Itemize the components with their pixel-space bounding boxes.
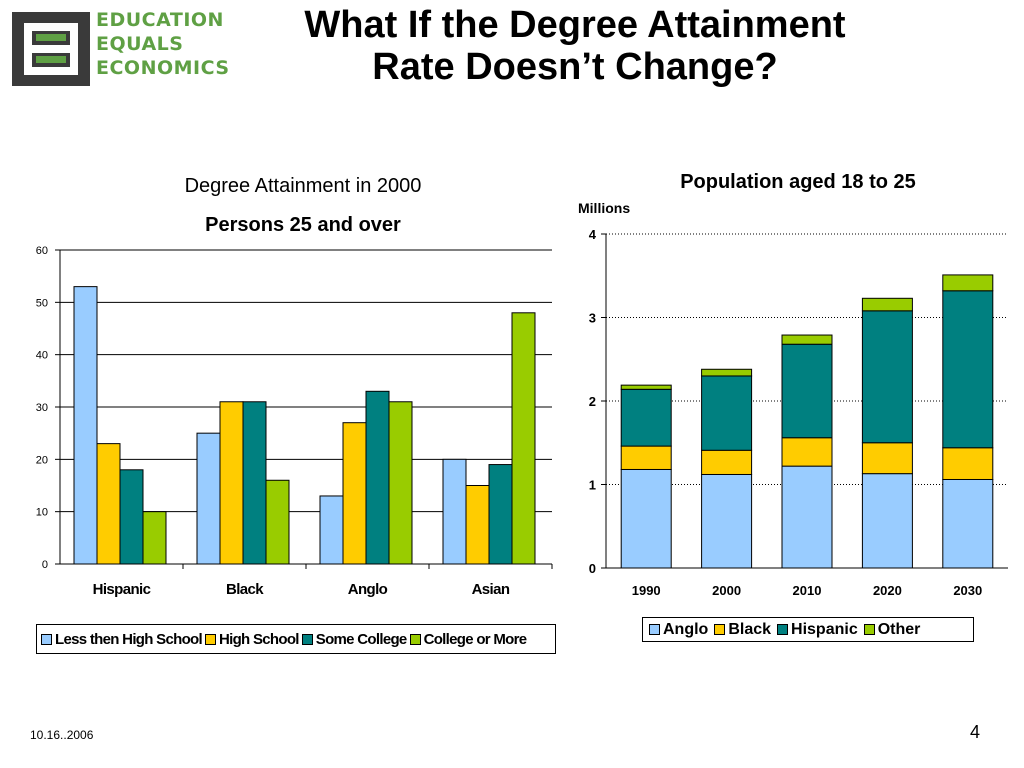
right-chart-title: Population aged 18 to 25 <box>680 171 916 193</box>
left-y-tick-label: 0 <box>42 559 48 571</box>
stack-2010-other <box>781 334 833 345</box>
bar-black-less-then-high-school <box>196 432 221 565</box>
stack-2000-black <box>701 449 753 475</box>
bar-hispanic-college-or-more <box>142 511 167 565</box>
legend-label: College or More <box>423 630 528 648</box>
bar-hispanic-less-then-high-school <box>73 286 98 565</box>
left-y-tick-label: 20 <box>36 454 48 466</box>
stack-2030-anglo <box>942 478 994 569</box>
right-x-tick-label-2000: 2000 <box>712 583 741 598</box>
legend-label: Less then High School <box>55 630 203 648</box>
right-y-tick-label: 4 <box>589 227 597 242</box>
stack-2010-hispanic <box>781 343 833 439</box>
legend-swatch <box>301 633 313 645</box>
logo-wordmark: EDUCATION EQUALS ECONOMICS <box>96 8 230 80</box>
stack-2020-other <box>861 297 913 312</box>
bar-asian-some-college <box>488 464 513 565</box>
legend-item-high-school: High School <box>204 630 299 648</box>
right-x-tick-label-2030: 2030 <box>953 583 982 598</box>
legend-swatch <box>409 633 421 645</box>
logo-line-economics: ECONOMICS <box>96 57 230 79</box>
right-x-tick-label-1990: 1990 <box>632 583 661 598</box>
stack-2020-hispanic <box>861 310 913 444</box>
legend-item-black: Black <box>714 621 771 639</box>
left-y-tick-label: 30 <box>36 402 48 414</box>
stack-2000-other <box>701 368 753 377</box>
legend-item-hispanic: Hispanic <box>777 621 858 639</box>
education-equals-economics-logo <box>12 12 90 86</box>
bar-anglo-some-college <box>365 390 390 565</box>
logo-line-equals: EQUALS <box>96 33 184 55</box>
legend-swatch <box>777 624 789 635</box>
legend-item-some-college: Some College <box>301 630 407 648</box>
legend-item-college-or-more: College or More <box>409 630 528 648</box>
bar-asian-high-school <box>465 485 490 565</box>
left-y-tick-label: 40 <box>36 350 48 362</box>
page-number: 4 <box>970 722 981 742</box>
legend-item-less-then-high-school: Less then High School <box>41 630 203 648</box>
bar-asian-college-or-more <box>511 312 536 565</box>
footer-date: 10.16..2006 <box>30 728 94 742</box>
right-y-tick-label: 3 <box>589 311 596 326</box>
stack-2020-anglo <box>861 473 913 569</box>
stack-1990-other <box>620 384 672 390</box>
legend-label: Anglo <box>663 620 709 638</box>
stack-1990-hispanic <box>620 388 672 447</box>
bar-black-some-college <box>242 401 267 565</box>
bar-anglo-less-then-high-school <box>319 495 344 565</box>
slide-title: What If the Degree Attainment Rate Doesn… <box>240 4 910 88</box>
legend-swatch <box>204 633 216 645</box>
legend-swatch <box>714 624 726 635</box>
bar-black-college-or-more <box>265 479 290 565</box>
left-chart-subtitle: Persons 25 and over <box>205 214 401 236</box>
bar-anglo-college-or-more <box>388 401 413 565</box>
left-x-tick-label-hispanic: Hispanic <box>93 581 151 598</box>
stack-2020-black <box>861 442 913 475</box>
legend-label: Some College <box>315 630 407 648</box>
logo-line-education: EDUCATION <box>96 9 224 31</box>
right-y-axis-label: Millions <box>578 200 630 216</box>
legend-label: High School <box>218 630 299 648</box>
stack-2000-hispanic <box>701 375 753 451</box>
right-y-tick-label: 2 <box>589 394 596 409</box>
left-y-tick-label: 10 <box>36 507 48 519</box>
stack-2030-black <box>942 447 994 480</box>
legend-label: Hispanic <box>791 620 858 638</box>
right-y-tick-label: 0 <box>589 561 596 576</box>
bar-hispanic-some-college <box>119 469 144 565</box>
legend-item-other: Other <box>863 620 921 639</box>
right-x-tick-label-2020: 2020 <box>873 583 902 598</box>
degree-attainment-legend: Less then High School High School Some Col… <box>36 624 556 654</box>
legend-label: Black <box>728 620 772 638</box>
stack-1990-black <box>620 445 672 470</box>
left-y-tick-label: 50 <box>36 297 48 309</box>
stack-1990-anglo <box>620 468 672 569</box>
right-y-tick-label: 1 <box>589 478 596 493</box>
legend-swatch <box>863 624 875 635</box>
right-x-tick-label-2010: 2010 <box>793 583 822 598</box>
population-chart: Population aged 18 to 25 Millions 0 1 2 3 4 199… <box>578 171 1008 598</box>
degree-attainment-chart: Degree Attainment in 2000 Persons 25 and … <box>36 175 553 598</box>
stack-2030-other <box>942 274 994 292</box>
bar-anglo-high-school <box>342 422 367 565</box>
legend-item-anglo: Anglo <box>649 621 708 639</box>
bar-hispanic-high-school <box>96 443 121 565</box>
bar-black-high-school <box>219 401 244 565</box>
stack-2010-black <box>781 437 833 467</box>
left-y-tick-label: 60 <box>36 245 48 257</box>
legend-swatch <box>649 624 660 635</box>
slide-title-line-1: What If the Degree Attainment <box>304 4 846 46</box>
bar-asian-less-then-high-school <box>442 458 467 565</box>
slide-title-line-2: Rate Doesn’t Change? <box>372 46 778 88</box>
legend-label: Other <box>877 620 921 638</box>
stack-2000-anglo <box>701 473 753 569</box>
left-x-tick-label-anglo: Anglo <box>348 581 388 598</box>
stack-2030-hispanic <box>942 290 994 449</box>
left-x-tick-label-black: Black <box>226 581 264 598</box>
stack-2010-anglo <box>781 465 833 569</box>
legend-swatch <box>41 633 52 645</box>
left-x-tick-label-asian: Asian <box>472 581 510 598</box>
left-chart-title: Degree Attainment in 2000 <box>185 175 422 197</box>
population-legend: Anglo Black Hispanic Other <box>642 617 974 642</box>
